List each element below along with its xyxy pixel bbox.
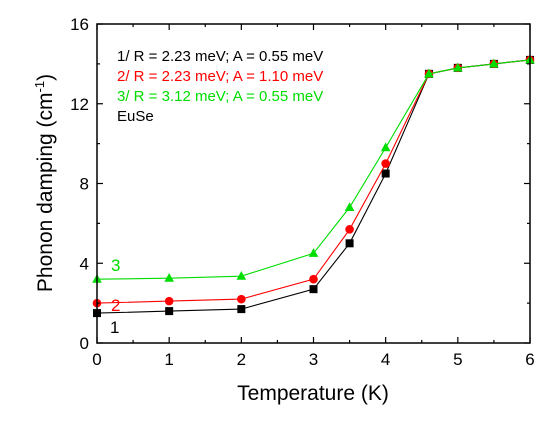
x-tick-label: 2 — [237, 350, 246, 369]
x-tick-label: 6 — [525, 350, 534, 369]
series-2-point — [309, 274, 318, 284]
series-3-point — [164, 273, 174, 282]
series-3-point — [344, 202, 355, 212]
x-axis-title: Temperature (K) — [237, 382, 389, 405]
x-tick-label: 1 — [164, 350, 173, 369]
series-1-point — [309, 285, 318, 294]
curve-labels: 1 2 3 — [110, 256, 120, 337]
series-3-point — [380, 142, 391, 152]
x-tick-label: 3 — [309, 350, 318, 369]
y-axis-title: Phonon damping (cm-1) — [32, 74, 57, 292]
y-tick-label: 0 — [80, 334, 89, 353]
series-3-line — [96, 59, 531, 280]
x-tick-label: 4 — [381, 350, 390, 369]
curve-label-2: 2 — [111, 296, 120, 315]
series-3-point — [236, 271, 247, 280]
series-1-point — [345, 239, 354, 248]
legend-entry-1: 1/ R = 2.23 meV; A = 0.55 meV — [117, 48, 323, 65]
series-3-point — [453, 62, 463, 72]
series-2-point — [164, 296, 174, 306]
series-1-point — [237, 305, 246, 314]
y-tick-label: 8 — [80, 175, 89, 194]
x-tick-label: 5 — [453, 350, 462, 369]
series-2-point — [381, 159, 390, 168]
y-axis-title-superscript: -1 — [32, 81, 47, 93]
y-axis-title-main: Phonon damping (cm — [34, 92, 57, 292]
y-tick-label: 16 — [70, 15, 89, 34]
series-3-point — [489, 58, 499, 68]
legend-material-label: EuSe — [117, 108, 154, 125]
legend-entry-2: 2/ R = 2.23 meV; A = 1.10 meV — [117, 68, 323, 85]
series-layer — [92, 54, 535, 318]
series-3-point — [424, 68, 434, 78]
series-1-point — [381, 169, 390, 178]
series-2-point — [237, 294, 246, 304]
y-axis-title-close: ) — [34, 74, 57, 81]
x-tick-label: 0 — [92, 350, 101, 369]
series-1-point — [165, 307, 174, 316]
legend: 1/ R = 2.23 meV; A = 0.55 meV 2/ R = 2.23… — [117, 48, 323, 125]
y-tick-label: 12 — [70, 95, 89, 114]
series-3-point — [308, 248, 319, 257]
y-tick-label: 4 — [80, 254, 89, 273]
legend-entry-3: 3/ R = 3.12 meV; A = 0.55 meV — [117, 88, 323, 105]
curve-label-3: 3 — [111, 256, 120, 275]
series-2-point — [345, 225, 354, 234]
curve-label-1: 1 — [110, 318, 119, 337]
